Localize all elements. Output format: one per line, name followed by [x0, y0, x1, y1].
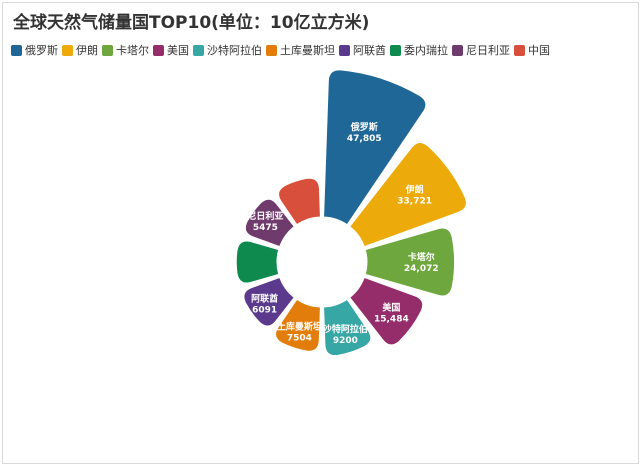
legend-item[interactable]: 委内瑞拉: [390, 42, 448, 58]
legend-swatch: [339, 44, 350, 56]
rose-slice[interactable]: [364, 227, 456, 297]
slice-category-label: 美国: [382, 301, 400, 313]
legend-label: 卡塔尔: [116, 44, 149, 57]
chart-frame: [2, 2, 639, 464]
rose-slice[interactable]: [235, 240, 280, 284]
rose-slice[interactable]: [275, 298, 321, 352]
legend-label: 尼日利亚: [466, 44, 510, 57]
legend-item[interactable]: 俄罗斯: [11, 42, 58, 58]
legend-item[interactable]: 沙特阿拉伯: [193, 42, 262, 58]
legend-label: 中国: [528, 44, 550, 57]
legend-swatch: [102, 44, 113, 56]
legend-label: 阿联酋: [353, 44, 386, 57]
legend-swatch: [514, 44, 525, 56]
slice-value-label: 7504: [287, 334, 312, 344]
legend-label: 伊朗: [76, 44, 98, 57]
legend-swatch: [390, 44, 401, 56]
slice-value-label: 15,484: [374, 314, 409, 324]
slice-category-label: 俄罗斯: [350, 121, 378, 133]
rose-slice[interactable]: [323, 69, 427, 226]
rose-slice[interactable]: [323, 298, 372, 357]
slice-category-label: 沙特阿拉伯: [323, 323, 368, 335]
legend-label: 俄罗斯: [25, 44, 58, 57]
legend-item[interactable]: 土库曼斯坦: [266, 42, 335, 58]
legend-item[interactable]: 阿联酋: [339, 42, 386, 58]
slice-value-label: 6091: [252, 306, 277, 316]
slice-value-label: 33,721: [397, 197, 432, 207]
rose-slice[interactable]: [349, 141, 467, 248]
legend-label: 土库曼斯坦: [280, 44, 335, 57]
slice-value-label: 9200: [333, 336, 358, 346]
slice-category-label: 伊朗: [405, 184, 424, 196]
slice-value-label: 24,072: [404, 264, 439, 274]
legend-item[interactable]: 卡塔尔: [102, 42, 149, 58]
chart-legend: 俄罗斯 伊朗 卡塔尔 美国 沙特阿拉伯 土库曼斯坦 阿联酋 委内瑞拉 尼日利亚 中国: [11, 42, 554, 58]
legend-swatch: [452, 44, 463, 56]
legend-swatch: [193, 44, 204, 56]
rose-slice[interactable]: [349, 276, 424, 346]
rose-slice[interactable]: [244, 198, 295, 248]
legend-item[interactable]: 美国: [153, 42, 189, 58]
rose-slice[interactable]: [278, 177, 321, 226]
slice-category-label: 卡塔尔: [408, 251, 435, 263]
legend-label: 委内瑞拉: [404, 44, 448, 57]
slice-category-label: 阿联酋: [251, 293, 278, 305]
slice-value-label: 47,805: [347, 134, 382, 144]
legend-swatch: [11, 44, 22, 56]
slice-category-label: 土库曼斯坦: [277, 321, 322, 333]
rose-slice[interactable]: [243, 276, 295, 327]
legend-item[interactable]: 尼日利亚: [452, 42, 510, 58]
chart-title: 全球天然气储量国TOP10(单位：10亿立方米): [13, 13, 370, 33]
slice-value-label: 5475: [253, 223, 278, 233]
legend-item[interactable]: 伊朗: [62, 42, 98, 58]
legend-swatch: [153, 44, 164, 56]
legend-label: 美国: [167, 44, 189, 57]
legend-label: 沙特阿拉伯: [207, 44, 262, 57]
legend-item[interactable]: 中国: [514, 42, 550, 58]
legend-swatch: [62, 44, 73, 56]
legend-swatch: [266, 44, 277, 56]
slice-category-label: 尼日利亚: [247, 210, 283, 222]
